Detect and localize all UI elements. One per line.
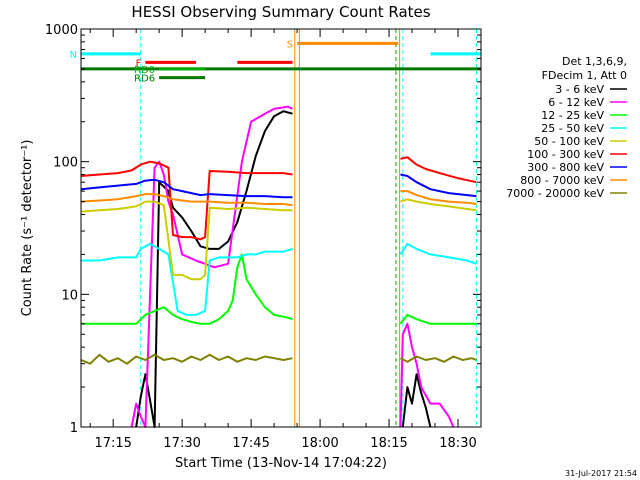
legend-header-line: FDecim 1, Att 0 xyxy=(542,69,627,82)
series-7000-20000-kev-line-1 xyxy=(400,355,477,363)
series-7000-20000-kev-line-0 xyxy=(80,353,293,365)
plot-frame xyxy=(80,28,482,428)
x-tick-label-17-45: 17:45 xyxy=(232,436,269,451)
y-axis: 1 10 100 1000 xyxy=(45,23,481,436)
legend-label-100-300-kev: 100 - 300 keV xyxy=(527,148,604,161)
series-12-25-kev-line-1 xyxy=(399,313,477,325)
x-tick-label-17-30: 17:30 xyxy=(163,436,200,451)
legend-label-3-6-kev: 3 - 6 keV xyxy=(555,83,604,96)
series-800-7000-kev-line-0 xyxy=(80,193,293,207)
legend-label-12-25-kev: 12 - 25 keV xyxy=(541,109,604,122)
series-100-300-kev-line-0 xyxy=(80,160,293,241)
series-50-100-kev-line-0 xyxy=(80,200,293,281)
y-tick-label-10: 10 xyxy=(61,288,78,303)
series-100-300-kev-line-1 xyxy=(400,156,477,184)
flag-label-f: F xyxy=(136,58,142,69)
y-tick-label-1000: 1000 xyxy=(45,23,78,38)
x-axis-label: Start Time (13-Nov-14 17:04:22) xyxy=(175,456,387,471)
series-6-12-kev-line-0 xyxy=(130,105,293,428)
flag-label-s: S xyxy=(287,39,293,50)
x-tick-label-17-15: 17:15 xyxy=(94,436,131,451)
legend-label-300-800-kev: 300 - 800 keV xyxy=(527,161,604,174)
x-axis: 17:15 17:30 17:45 18:00 18:15 18:30 xyxy=(89,29,482,451)
series-3-6-kev-line-1 xyxy=(401,373,432,428)
legend-label-800-7000-kev: 800 - 7000 keV xyxy=(520,174,604,187)
legend-label-50-100-kev: 50 - 100 keV xyxy=(534,135,604,148)
x-tick-label-18-15: 18:15 xyxy=(370,436,407,451)
series-3-6-kev-line-0 xyxy=(135,110,293,428)
legend-label-6-12-kev: 6 - 12 keV xyxy=(548,96,604,109)
series-300-800-kev-line-0 xyxy=(80,178,293,199)
y-tick-label-100: 100 xyxy=(53,156,78,171)
y-axis-label: Count Rate (s⁻¹ detector⁻¹) xyxy=(20,140,35,317)
series-12-25-kev-line-0 xyxy=(81,253,293,325)
series-25-50-kev-line-1 xyxy=(399,242,477,265)
legend-label-25-50-kev: 25 - 50 keV xyxy=(541,122,604,135)
flag-label-rd0: RD0 xyxy=(134,65,155,76)
flag-label-rd6: RD6 xyxy=(134,74,155,85)
series-50-100-kev-line-1 xyxy=(400,198,477,212)
x-tick-label-18-30: 18:30 xyxy=(439,436,476,451)
legend-label-7000-20000-kev: 7000 - 20000 keV xyxy=(506,187,604,200)
series-25-50-kev-line-0 xyxy=(81,242,293,316)
series-800-7000-kev-line-1 xyxy=(400,190,477,205)
timestamp: 31-Jul-2017 21:54 xyxy=(565,469,637,478)
x-tick-label-18-00: 18:00 xyxy=(301,436,338,451)
series-6-12-kev-line-1 xyxy=(399,322,455,428)
y-tick-label-1: 1 xyxy=(70,421,78,436)
flag-label-n: N xyxy=(70,50,77,61)
series-300-800-kev-line-1 xyxy=(400,173,477,198)
chart-title: HESSI Observing Summary Count Rates xyxy=(131,3,430,21)
legend-header-line: Det 1,3,6,9, xyxy=(562,55,627,68)
